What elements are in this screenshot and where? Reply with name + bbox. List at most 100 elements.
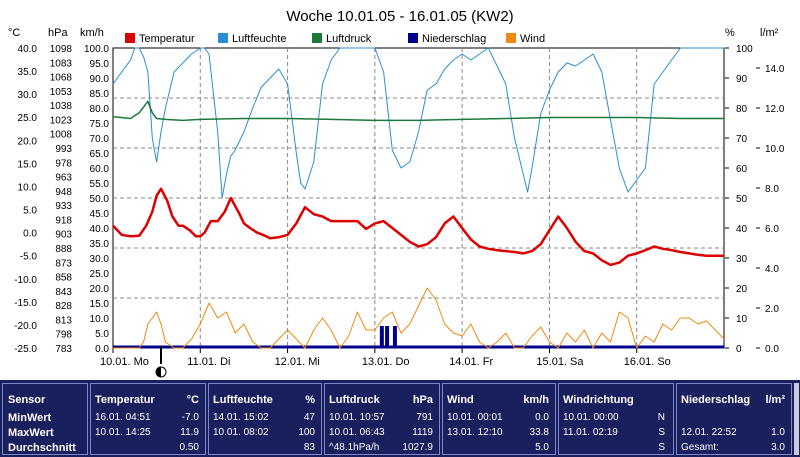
legend-label: Luftdruck xyxy=(326,33,372,45)
x-tick-label: 14.01. Fr xyxy=(449,356,493,368)
direction-max-value: S xyxy=(658,427,665,438)
pressure-tick-label: 1098 xyxy=(50,44,73,55)
legend-label: Niederschlag xyxy=(422,33,486,45)
rain-tick-label: 8.0 xyxy=(765,184,779,195)
wind-avg: 5.0 xyxy=(535,442,549,453)
legend-swatch xyxy=(312,33,322,43)
pressure-tick-label: 783 xyxy=(55,344,72,355)
wind-section: Wind km/h 10.01. 00:01 0.0 13.01. 12:10 … xyxy=(442,383,556,455)
pressure-tick-label: 888 xyxy=(55,244,72,255)
x-tick-label: 12.01. Mi xyxy=(275,356,320,368)
pressure-tick-label: 858 xyxy=(55,273,72,284)
wind-tick-label: 25.0 xyxy=(90,269,110,280)
humidity-tick-label: 30 xyxy=(736,254,748,265)
pressure-tick-label: 1023 xyxy=(50,115,73,126)
x-tick-label: 16.01. So xyxy=(624,356,671,368)
axis-units: °C hPa km/h % l/m² xyxy=(8,27,779,39)
max-label: MaxWert xyxy=(8,427,54,439)
temp-tick-label: 10.0 xyxy=(18,182,38,193)
wind-tick-label: 5.0 xyxy=(95,329,109,340)
direction-min-time: 10.01. 00:00 xyxy=(563,412,619,423)
wind-tick-label: 80.0 xyxy=(90,104,110,115)
wind-tick-label: 60.0 xyxy=(90,164,110,175)
rain-tick-label: 12.0 xyxy=(765,104,785,115)
wind-tick-label: 0.0 xyxy=(95,344,109,355)
temperature-min-value: -7.0 xyxy=(181,412,199,423)
temp-tick-label: 20.0 xyxy=(18,136,38,147)
direction-section: Windrichtung 10.01. 00:00 N 11.01. 02:19… xyxy=(558,383,674,455)
legend-swatch xyxy=(408,33,418,43)
wind-tick-label: 70.0 xyxy=(90,134,110,145)
pressure-tick-label: 993 xyxy=(55,144,72,155)
pressure-max-time: 10.01. 06:43 xyxy=(329,427,385,438)
x-tick-label: 10.01. Mo xyxy=(100,356,149,368)
pressure-min-value: 791 xyxy=(416,412,433,423)
pressure-tick-label: 918 xyxy=(55,215,72,226)
legend-swatch xyxy=(218,33,228,43)
direction-max-time: 11.01. 02:19 xyxy=(563,427,618,438)
humidity-tick-label: 0 xyxy=(736,344,742,355)
humidity-tick-label: 10 xyxy=(736,314,748,325)
chart-grid xyxy=(113,48,724,348)
now-marker xyxy=(155,346,167,378)
legend-label: Temperatur xyxy=(139,33,195,45)
series-layer xyxy=(112,47,725,349)
rain-total-label: Gesamt: xyxy=(681,442,719,453)
weather-chart: Woche 10.01.05 - 16.01.05 (KW2) °C hPa k… xyxy=(8,8,785,378)
wind-max-value: 33.8 xyxy=(529,427,549,438)
legend-label: Wind xyxy=(520,33,545,45)
series-line-humidity xyxy=(112,47,724,199)
series-line-pressure xyxy=(112,100,724,122)
min-label: MinWert xyxy=(8,412,52,424)
wind-header: Wind xyxy=(447,394,474,406)
humidity-min-time: 14.01. 15:02 xyxy=(213,412,269,423)
series-line-temp xyxy=(112,187,724,267)
temperature-max-time: 10.01. 14:25 xyxy=(95,427,151,438)
pressure-tick-label: 843 xyxy=(55,287,72,298)
humidity-tick-label: 40 xyxy=(736,224,748,235)
series-line-wind xyxy=(113,287,725,349)
temp-tick-label: 40.0 xyxy=(18,44,38,55)
temperature-unit: °C xyxy=(186,394,199,406)
pressure-min-time: 10.01. 10:57 xyxy=(329,412,385,423)
pressure-tick-label: 1008 xyxy=(50,130,73,141)
wind-tick-label: 100.0 xyxy=(84,44,109,55)
rain-unit: l/m² xyxy=(765,394,785,406)
temp-tick-label: -25.0 xyxy=(14,344,37,355)
statistics-panel: Sensor MinWert MaxWert Durchschnitt Temp… xyxy=(0,380,800,457)
wind-min-value: 0.0 xyxy=(535,412,549,423)
wind-tick-label: 50.0 xyxy=(90,194,110,205)
wind-tick-label: 30.0 xyxy=(90,254,110,265)
rain-max-time: 12.01. 22:52 xyxy=(681,427,737,438)
temp-tick-label: 5.0 xyxy=(23,206,37,217)
rain-header: Niederschlag xyxy=(681,394,751,406)
temp-tick-label: 30.0 xyxy=(18,90,38,101)
pressure-tick-label: 933 xyxy=(55,201,72,212)
humidity-tick-label: 60 xyxy=(736,164,748,175)
pressure-tick-label: 1068 xyxy=(50,73,73,84)
pressure-tick-label: 948 xyxy=(55,187,72,198)
wind-unit: km/h xyxy=(523,394,549,406)
humidity-tick-label: 100 xyxy=(736,44,753,55)
wind-tick-label: 40.0 xyxy=(90,224,110,235)
humidity-tick-label: 90 xyxy=(736,74,748,85)
humidity-tick-label: 80 xyxy=(736,104,748,115)
legend-label: Luftfeuchte xyxy=(232,33,286,45)
wind-min-time: 10.01. 00:01 xyxy=(447,412,503,423)
wind-max-time: 13.01. 12:10 xyxy=(447,427,503,438)
rain-bar xyxy=(379,326,384,348)
chart-title: Woche 10.01.05 - 16.01.05 (KW2) xyxy=(286,8,513,25)
x-tick-label: 11.01. Di xyxy=(187,356,230,368)
humidity-max-value: 100 xyxy=(298,427,315,438)
pressure-tick-label: 813 xyxy=(55,315,72,326)
avg-label: Durchschnitt xyxy=(8,442,76,454)
temperature-max-value: 11.9 xyxy=(180,427,199,438)
temp-tick-label: 25.0 xyxy=(18,113,38,124)
rain-tick-label: 10.0 xyxy=(765,144,785,155)
wind-tick-label: 45.0 xyxy=(90,209,110,220)
pressure-tick-label: 978 xyxy=(55,158,72,169)
wind-tick-label: 10.0 xyxy=(90,314,110,325)
temp-tick-label: -5.0 xyxy=(20,252,38,263)
rain-tick-label: 14.0 xyxy=(765,64,785,75)
rain-max-value: 1.0 xyxy=(771,427,785,438)
